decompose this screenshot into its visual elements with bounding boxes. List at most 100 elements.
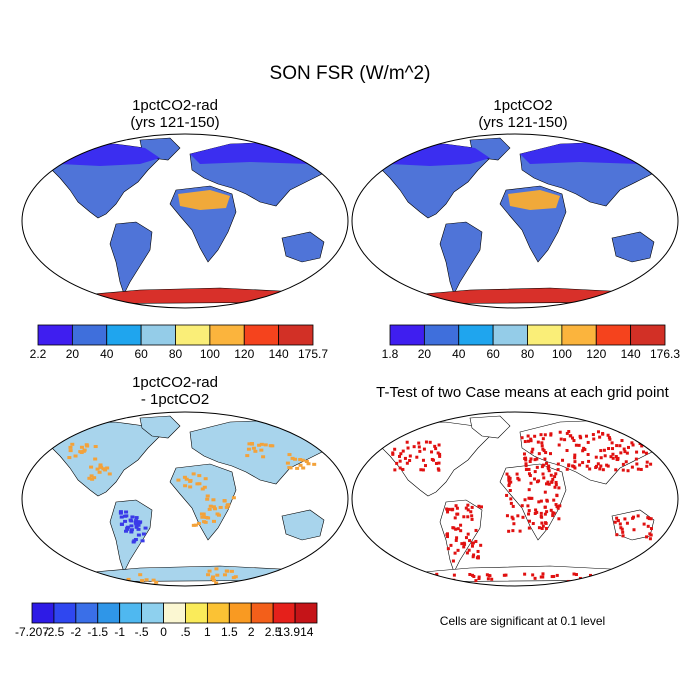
colorbar-swatch [527,324,563,346]
diff-cell-positive [68,449,73,453]
colorbar-labels-bottom-left: -7.207 -2.5 -2 -1.5 -1 -.5 0 .5 1 1.5 2 2.5 13.914 [15,625,317,641]
significant-cell [588,573,592,577]
significant-cell [505,472,509,476]
significant-cell [420,575,424,579]
significant-cell [459,529,463,533]
colorbar-swatch [630,324,666,346]
colorbar-swatch [250,602,274,624]
significant-cell [545,482,549,486]
diff-cell-negative [130,515,135,519]
significant-cell [599,456,603,460]
significant-cell [642,522,646,526]
colorbar-swatch [595,324,632,346]
significant-cell [529,439,533,443]
significant-cell [577,443,581,447]
significant-cell [438,452,442,456]
significant-cell [553,485,557,489]
colorbar-tick-label: 0 [160,625,167,639]
diff-cell-negative [140,539,145,543]
diff-cell-positive [249,442,254,446]
colorbar-swatch [458,324,494,346]
sahara-desert [508,190,560,210]
panel-title-bottom-left: 1pctCO2-rad - 1pctCO2 [20,374,330,408]
significant-cell [487,573,491,577]
significant-cell [446,547,450,551]
diff-cell-negative [137,521,142,525]
significant-cell [596,430,600,434]
significant-cell [622,573,626,577]
significant-cell [401,449,405,453]
significant-cell [594,464,598,468]
diff-cell-positive [176,478,181,482]
diff-cell-negative [134,519,139,523]
significant-cell [437,468,441,472]
diff-cell-positive [206,573,211,577]
colorbar-tick-label: 100 [199,347,220,361]
significant-cell [470,544,474,548]
diff-cell-positive [213,507,218,511]
land-greenland [139,415,181,439]
significant-cell [462,545,466,549]
significant-cell [468,572,472,576]
significant-cell [610,441,614,445]
significant-cell [520,504,524,508]
significant-cell [526,439,530,443]
significant-cell [521,515,525,519]
colorbar-tick-label: 80 [520,347,535,361]
diff-cell-positive [141,588,145,591]
significant-cell [512,522,516,526]
map-frame [21,411,349,587]
significant-cell [419,468,423,472]
colorbar-tick-label: 1 [204,625,211,639]
significant-cell [635,450,639,454]
significant-cell [649,462,653,466]
significant-cell [550,575,554,579]
significant-cell [393,447,397,451]
panel-title-top-left: 1pctCO2-rad (yrs 121-150) [20,97,330,131]
significant-cell [459,523,463,527]
diff-cell-positive [285,461,290,465]
significant-cell [552,574,556,578]
significant-cell [451,507,455,511]
diff-cell-positive [197,482,202,486]
significant-cell [596,462,600,466]
panel-title-line2: (yrs 121-150) [478,114,568,131]
significant-cell [539,511,543,515]
significant-cell [456,527,460,531]
significant-cell [412,445,416,449]
colorbar-tick-label: -1.5 [87,625,109,639]
significant-cell [472,553,476,557]
significant-cell [464,536,468,540]
significant-cell [405,440,409,444]
significant-cell [540,521,544,525]
colorbar-swatch [175,324,211,346]
colorbar-tick-label: 120 [586,347,607,361]
diff-cell-positive [224,505,229,509]
diff-cell-positive [300,458,305,462]
significant-cell [507,529,511,533]
diff-cell-positive [147,584,152,586]
significant-cell [539,433,543,437]
significant-cell [455,536,459,540]
significant-cell [523,498,527,502]
diff-cell-positive [93,445,98,449]
colorbar-swatch [278,324,314,346]
significant-cell [646,516,650,520]
significant-cell [424,440,428,444]
diff-cell-negative [124,514,129,518]
colorbar-swatch [423,324,460,346]
diff-cell-positive [193,523,198,527]
diff-cell-negative [134,516,139,520]
significant-cell [445,533,449,537]
significant-cell [421,458,425,462]
significant-cell [466,508,470,512]
significant-cell [559,437,563,441]
significant-cell [449,543,453,547]
significant-cell [535,457,539,461]
diff-cell-positive [257,443,262,447]
diff-cell-negative [119,515,124,519]
diff-cell-positive [298,458,303,462]
significant-cell [516,514,520,518]
significant-cell [527,488,531,492]
significant-cell [417,445,421,449]
